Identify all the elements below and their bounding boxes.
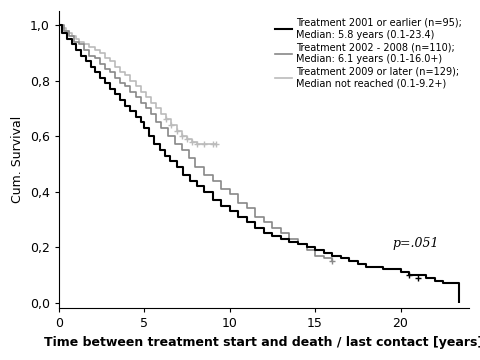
Text: p=.051: p=.051 bbox=[392, 237, 438, 249]
Legend: Treatment 2001 or earlier (n=95);
Median: 5.8 years (0.1-23.4), Treatment 2002 -: Treatment 2001 or earlier (n=95); Median… bbox=[273, 16, 464, 90]
Y-axis label: Cum. Survival: Cum. Survival bbox=[11, 116, 24, 203]
X-axis label: Time between treatment start and death / last contact [years]: Time between treatment start and death /… bbox=[44, 336, 480, 349]
